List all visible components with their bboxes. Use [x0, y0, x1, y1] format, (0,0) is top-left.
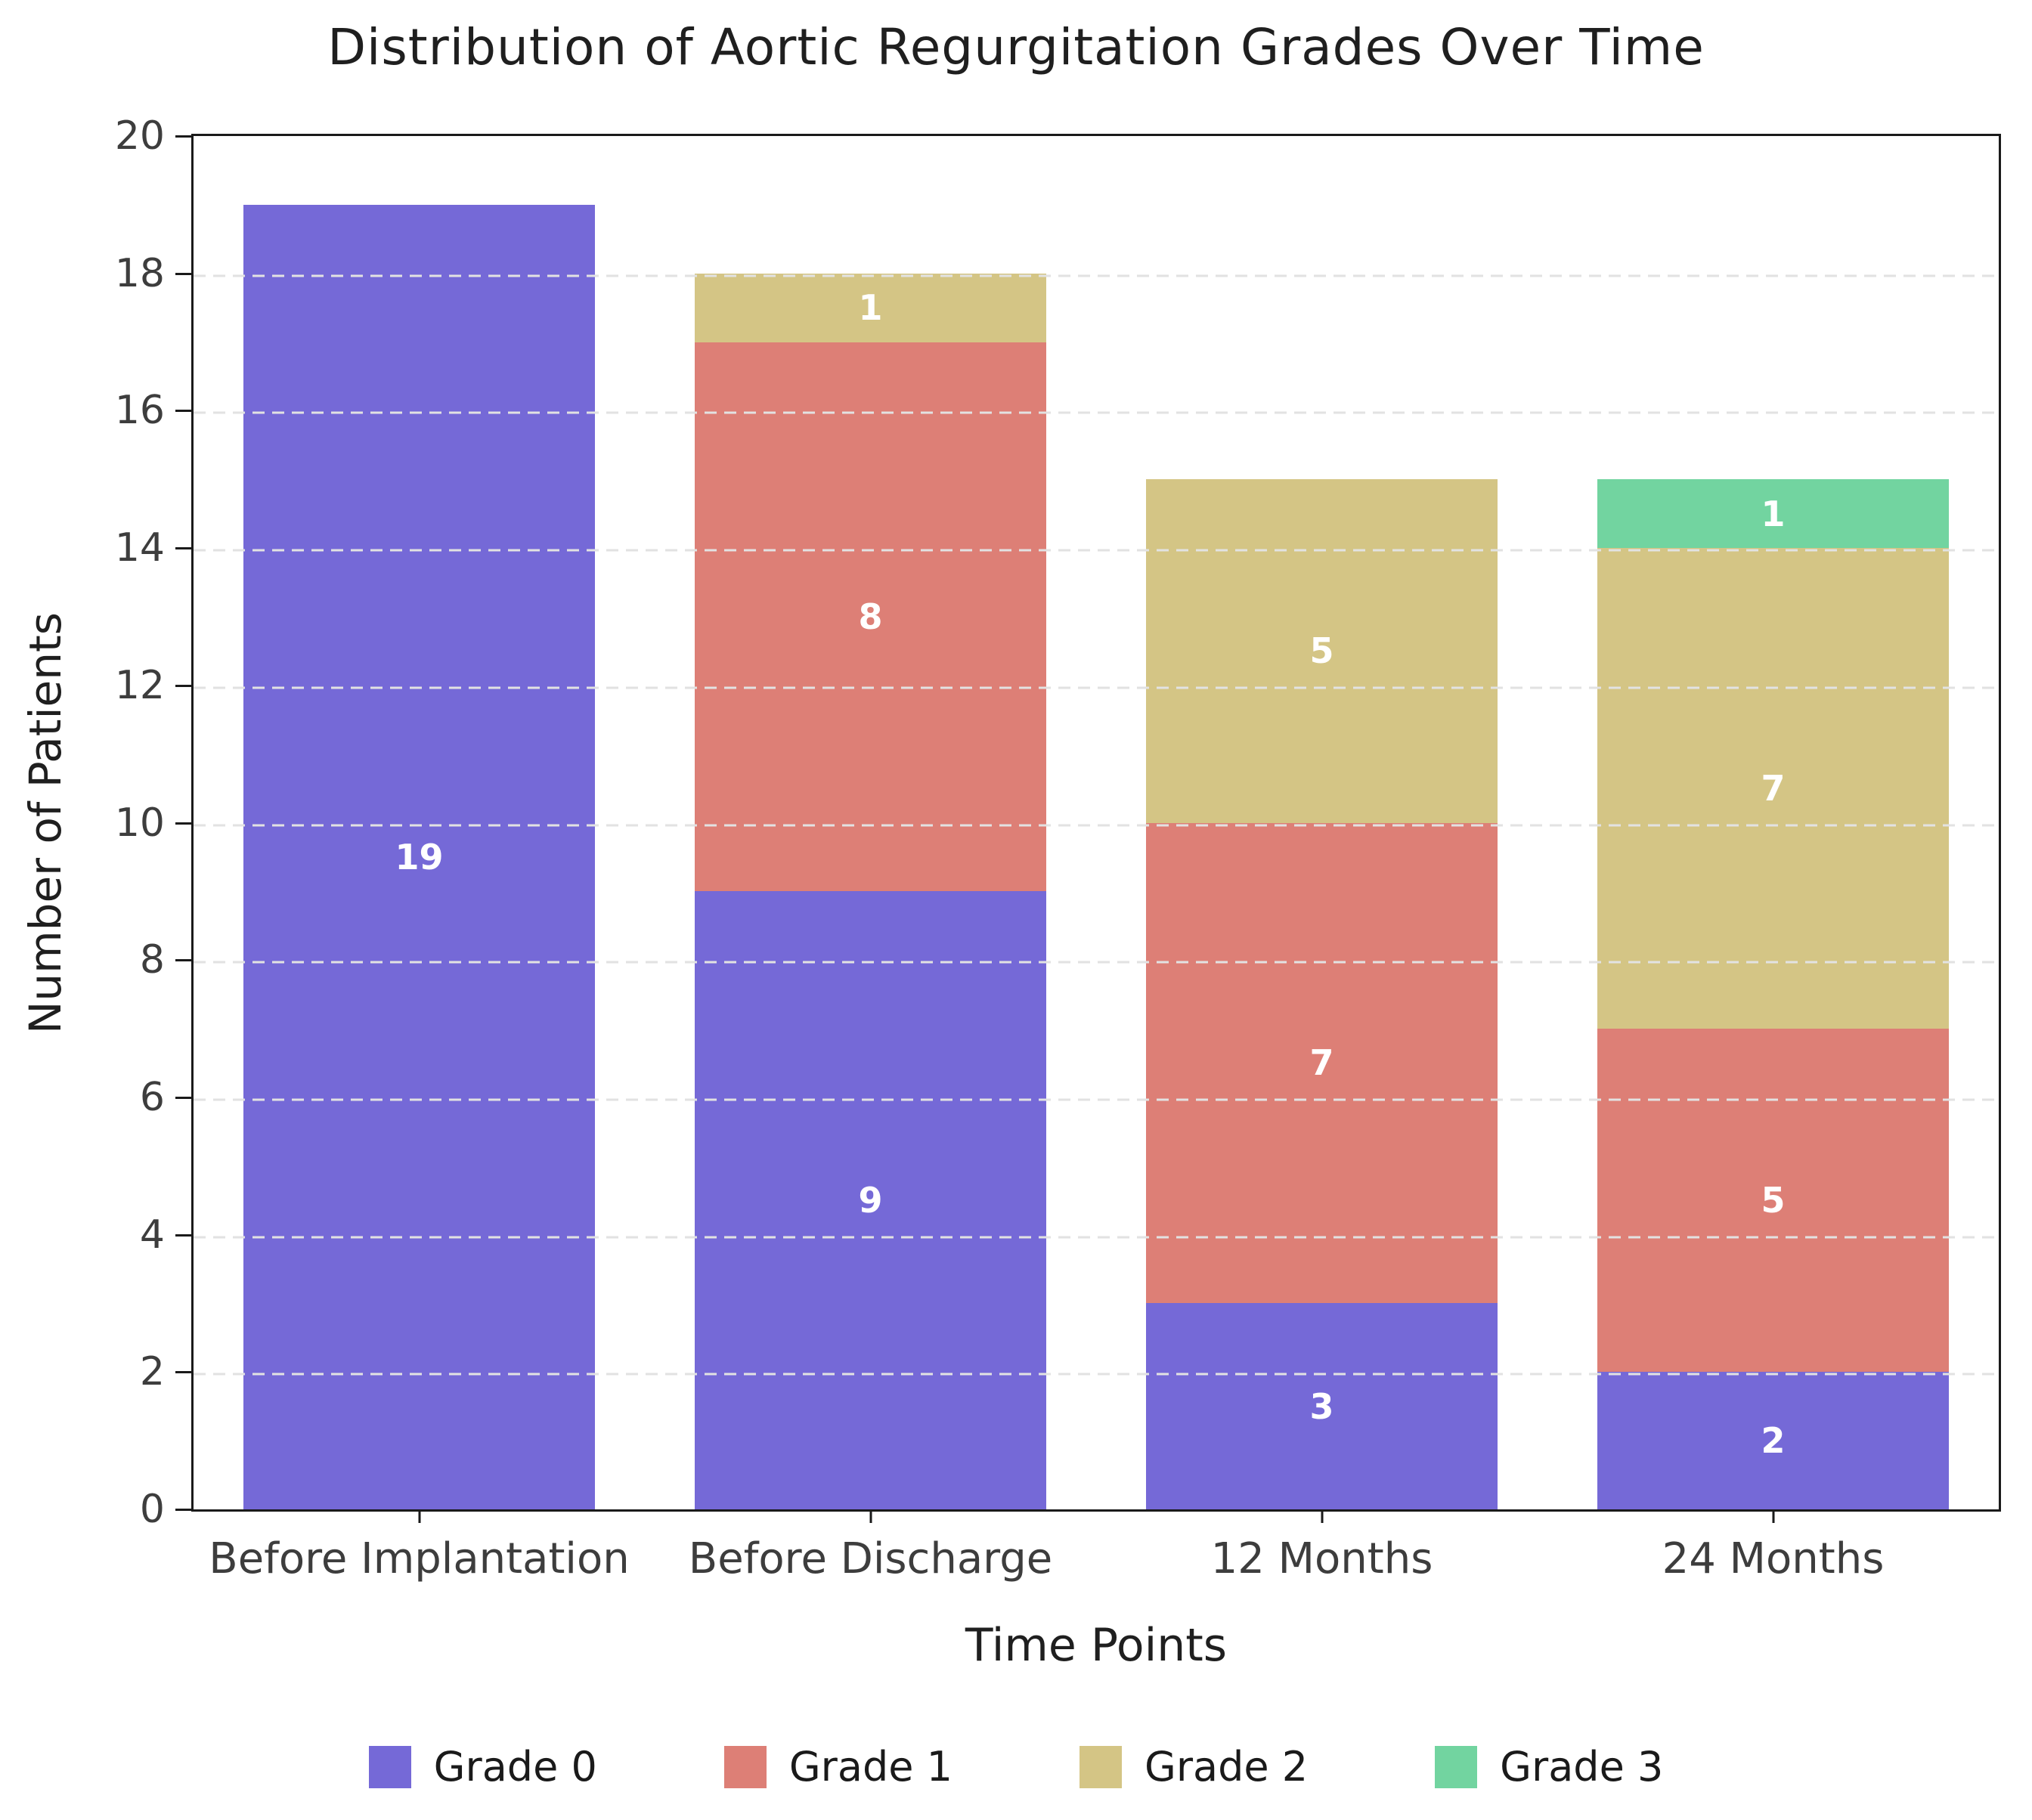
bar-value-label: 1	[858, 287, 883, 329]
y-tick-label-6: 6	[139, 1074, 165, 1120]
x-tick-label-before-discharge: Before Discharge	[688, 1534, 1053, 1583]
bar-segment-grade-2: 5	[1145, 479, 1498, 823]
bar-value-label: 7	[1761, 768, 1786, 809]
y-tick-label-16: 16	[114, 388, 165, 434]
plot-area: Number of Patients Time Points 19 9 8 1 3 7 5 2…	[20, 116, 2001, 1672]
bar-segment-grade-1: 7	[1145, 822, 1498, 1304]
y-tick-label-2: 2	[139, 1349, 165, 1395]
gridline-y-8	[194, 961, 1999, 964]
gridline-y-18	[194, 274, 1999, 277]
legend-label: Grade 2	[1145, 1743, 1309, 1791]
bars-layer: 19 9 8 1 3 7 5 2 5 7 1	[194, 136, 1999, 1509]
bar-segment-grade-0: 2	[1597, 1372, 1950, 1509]
bar-12-months: 3 7 5	[1145, 136, 1498, 1509]
x-tick-label-24-months: 24 Months	[1662, 1534, 1885, 1583]
legend-label: Grade 1	[788, 1743, 952, 1791]
bar-segment-grade-1: 5	[1597, 1029, 1950, 1373]
bar-value-label: 19	[395, 836, 444, 878]
y-axis-label: Number of Patients	[20, 611, 71, 1034]
y-tick-mark-6	[175, 1096, 191, 1099]
legend-swatch-grade-2	[1080, 1746, 1122, 1788]
y-tick-mark-0	[175, 1509, 191, 1511]
legend-item-grade-1: Grade 1	[723, 1743, 952, 1791]
y-tick-label-8: 8	[139, 937, 165, 983]
bar-segment-grade-0: 9	[694, 891, 1047, 1509]
legend-label: Grade 0	[433, 1743, 597, 1791]
x-tick-label-before-implantation: Before Implantation	[209, 1534, 630, 1583]
legend-swatch-grade-3	[1435, 1746, 1478, 1788]
y-tick-mark-10	[175, 822, 191, 825]
y-tick-mark-16	[175, 410, 191, 413]
legend-item-grade-0: Grade 0	[368, 1743, 597, 1791]
bar-value-label: 2	[1761, 1420, 1786, 1462]
y-tick-mark-20	[175, 135, 191, 138]
x-tick-mark-1	[418, 1509, 420, 1523]
y-tick-label-20: 20	[114, 113, 165, 159]
chart-title: Distribution of Aortic Regurgitation Gra…	[327, 18, 1705, 76]
x-axis-label: Time Points	[965, 1619, 1228, 1672]
gridline-y-12	[194, 686, 1999, 689]
bar-24-months: 2 5 7 1	[1597, 136, 1950, 1509]
bar-value-label: 7	[1309, 1042, 1334, 1084]
legend-label: Grade 3	[1500, 1743, 1664, 1791]
legend: Grade 0 Grade 1 Grade 2 Grade 3	[0, 1746, 2032, 1788]
gridline-y-4	[194, 1236, 1999, 1239]
bar-value-label: 5	[1309, 630, 1334, 672]
gridline-y-2	[194, 1373, 1999, 1376]
x-tick-label-12-months: 12 Months	[1210, 1534, 1433, 1583]
legend-swatch-grade-0	[368, 1746, 411, 1788]
y-tick-label-4: 4	[139, 1212, 165, 1258]
gridline-y-10	[194, 824, 1999, 826]
y-tick-mark-18	[175, 272, 191, 275]
y-tick-mark-12	[175, 684, 191, 687]
y-tick-mark-4	[175, 1233, 191, 1237]
bar-segment-grade-3: 1	[1597, 479, 1950, 549]
bar-value-label: 8	[858, 596, 883, 637]
bar-segment-grade-2: 7	[1597, 548, 1950, 1029]
legend-item-grade-3: Grade 3	[1435, 1746, 1663, 1788]
bar-value-label: 1	[1761, 493, 1786, 534]
gridline-y-6	[194, 1098, 1999, 1101]
y-tick-label-18: 18	[114, 250, 165, 296]
bar-segment-grade-2: 1	[694, 273, 1047, 342]
legend-item-grade-2: Grade 2	[1080, 1746, 1308, 1788]
legend-swatch-grade-1	[723, 1746, 767, 1788]
x-tick-mark-4	[1772, 1509, 1774, 1523]
gridline-y-14	[194, 549, 1999, 552]
bar-value-label: 9	[858, 1180, 883, 1221]
bar-segment-grade-1: 8	[694, 342, 1047, 892]
y-tick-label-0: 0	[139, 1487, 165, 1532]
y-tick-label-14: 14	[114, 525, 165, 571]
y-tick-mark-2	[175, 1371, 191, 1374]
bar-value-label: 5	[1761, 1180, 1786, 1221]
gridline-y-16	[194, 411, 1999, 414]
y-tick-label-10: 10	[114, 800, 165, 846]
y-tick-mark-8	[175, 959, 191, 962]
y-tick-label-12: 12	[114, 662, 165, 708]
x-tick-mark-3	[1321, 1509, 1323, 1523]
bar-before-discharge: 9 8 1	[694, 136, 1047, 1509]
bar-before-implantation: 19	[243, 136, 596, 1509]
bar-segment-grade-0: 3	[1145, 1303, 1498, 1509]
y-tick-mark-14	[175, 547, 191, 550]
bar-value-label: 3	[1309, 1385, 1334, 1427]
x-tick-mark-2	[869, 1509, 872, 1523]
bar-segment-grade-0: 19	[243, 204, 596, 1509]
